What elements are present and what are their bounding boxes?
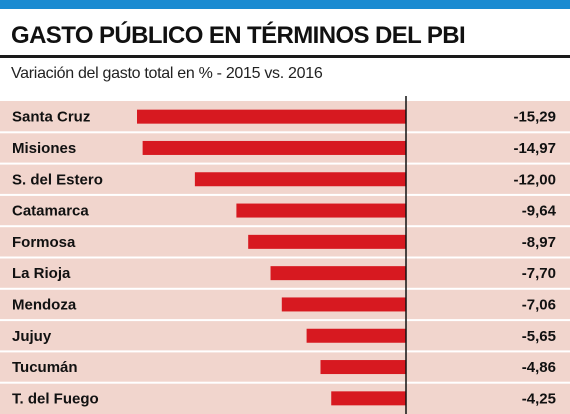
value-label: -7,06 <box>522 296 556 313</box>
row-separator <box>0 319 570 322</box>
category-label: La Rioja <box>12 265 71 282</box>
row-separator <box>0 131 570 134</box>
chart-subtitle: Variación del gasto total en % - 2015 vs… <box>11 65 323 82</box>
bar <box>236 203 406 218</box>
row-separator <box>0 350 570 353</box>
top-accent-bar <box>0 0 570 9</box>
value-label: -15,29 <box>513 109 556 126</box>
title-divider <box>0 55 570 58</box>
category-label: Jujuy <box>12 328 52 345</box>
category-label: Formosa <box>12 234 76 251</box>
category-label: Catamarca <box>12 203 89 220</box>
category-label: Misiones <box>12 140 76 157</box>
row-separator <box>0 193 570 196</box>
value-label: -12,00 <box>513 171 556 188</box>
category-label: Santa Cruz <box>12 109 90 126</box>
category-label: Mendoza <box>12 296 77 313</box>
chart-title: GASTO PÚBLICO EN TÉRMINOS DEL PBI <box>11 22 466 49</box>
bar <box>137 109 406 124</box>
bar <box>194 172 406 187</box>
row-separator <box>0 381 570 384</box>
value-label: -14,97 <box>513 140 556 157</box>
bar <box>142 140 406 155</box>
bar <box>270 266 406 281</box>
value-label: -4,25 <box>522 390 556 407</box>
value-label: -9,64 <box>522 203 557 220</box>
row-separator <box>0 162 570 165</box>
category-label: Tucumán <box>12 359 78 376</box>
bar <box>320 360 406 375</box>
value-label: -4,86 <box>522 359 556 376</box>
category-label: T. del Fuego <box>12 390 99 407</box>
bar <box>331 391 406 406</box>
bar <box>281 297 406 312</box>
value-label: -5,65 <box>522 328 556 345</box>
bar <box>306 328 406 343</box>
row-separator <box>0 287 570 290</box>
bar <box>248 234 406 249</box>
row-separator <box>0 225 570 228</box>
value-label: -8,97 <box>522 234 556 251</box>
row-separator <box>0 256 570 259</box>
value-label: -7,70 <box>522 265 556 282</box>
category-label: S. del Estero <box>12 171 103 188</box>
